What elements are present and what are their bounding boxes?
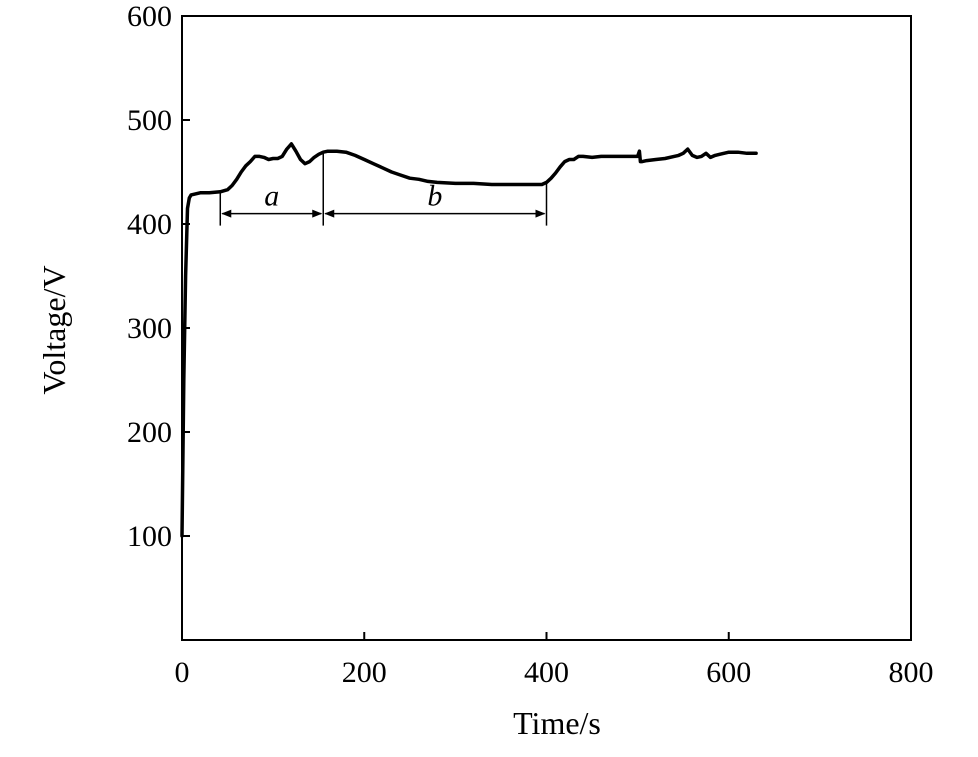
y-tick-label: 300 xyxy=(127,312,172,345)
y-axis-label: Voltage/V xyxy=(36,265,72,394)
y-tick-label: 200 xyxy=(127,416,172,449)
voltage-series-line xyxy=(180,142,758,538)
segment-label-a: a xyxy=(264,180,279,213)
y-tick-label: 600 xyxy=(127,0,172,33)
segment-label-b: b xyxy=(427,180,442,213)
arrowhead-left xyxy=(324,209,335,218)
ticks: 0 200 400 600 800 100 200 300 400 500 600 xyxy=(127,0,934,689)
x-tick-label: 400 xyxy=(524,656,569,689)
x-tick-label: 600 xyxy=(706,656,751,689)
plot-frame xyxy=(181,15,912,641)
x-tick-label: 200 xyxy=(342,656,387,689)
y-tick-label: 400 xyxy=(127,208,172,241)
arrowhead-left xyxy=(221,209,232,218)
arrowhead-right xyxy=(312,209,323,218)
x-tick-label: 800 xyxy=(889,656,934,689)
x-tick-label: 0 xyxy=(175,656,190,689)
y-tick-label: 500 xyxy=(127,104,172,137)
arrowhead-right xyxy=(535,209,546,218)
y-tick-label: 100 xyxy=(127,520,172,553)
x-axis-label: Time/s xyxy=(513,705,601,741)
